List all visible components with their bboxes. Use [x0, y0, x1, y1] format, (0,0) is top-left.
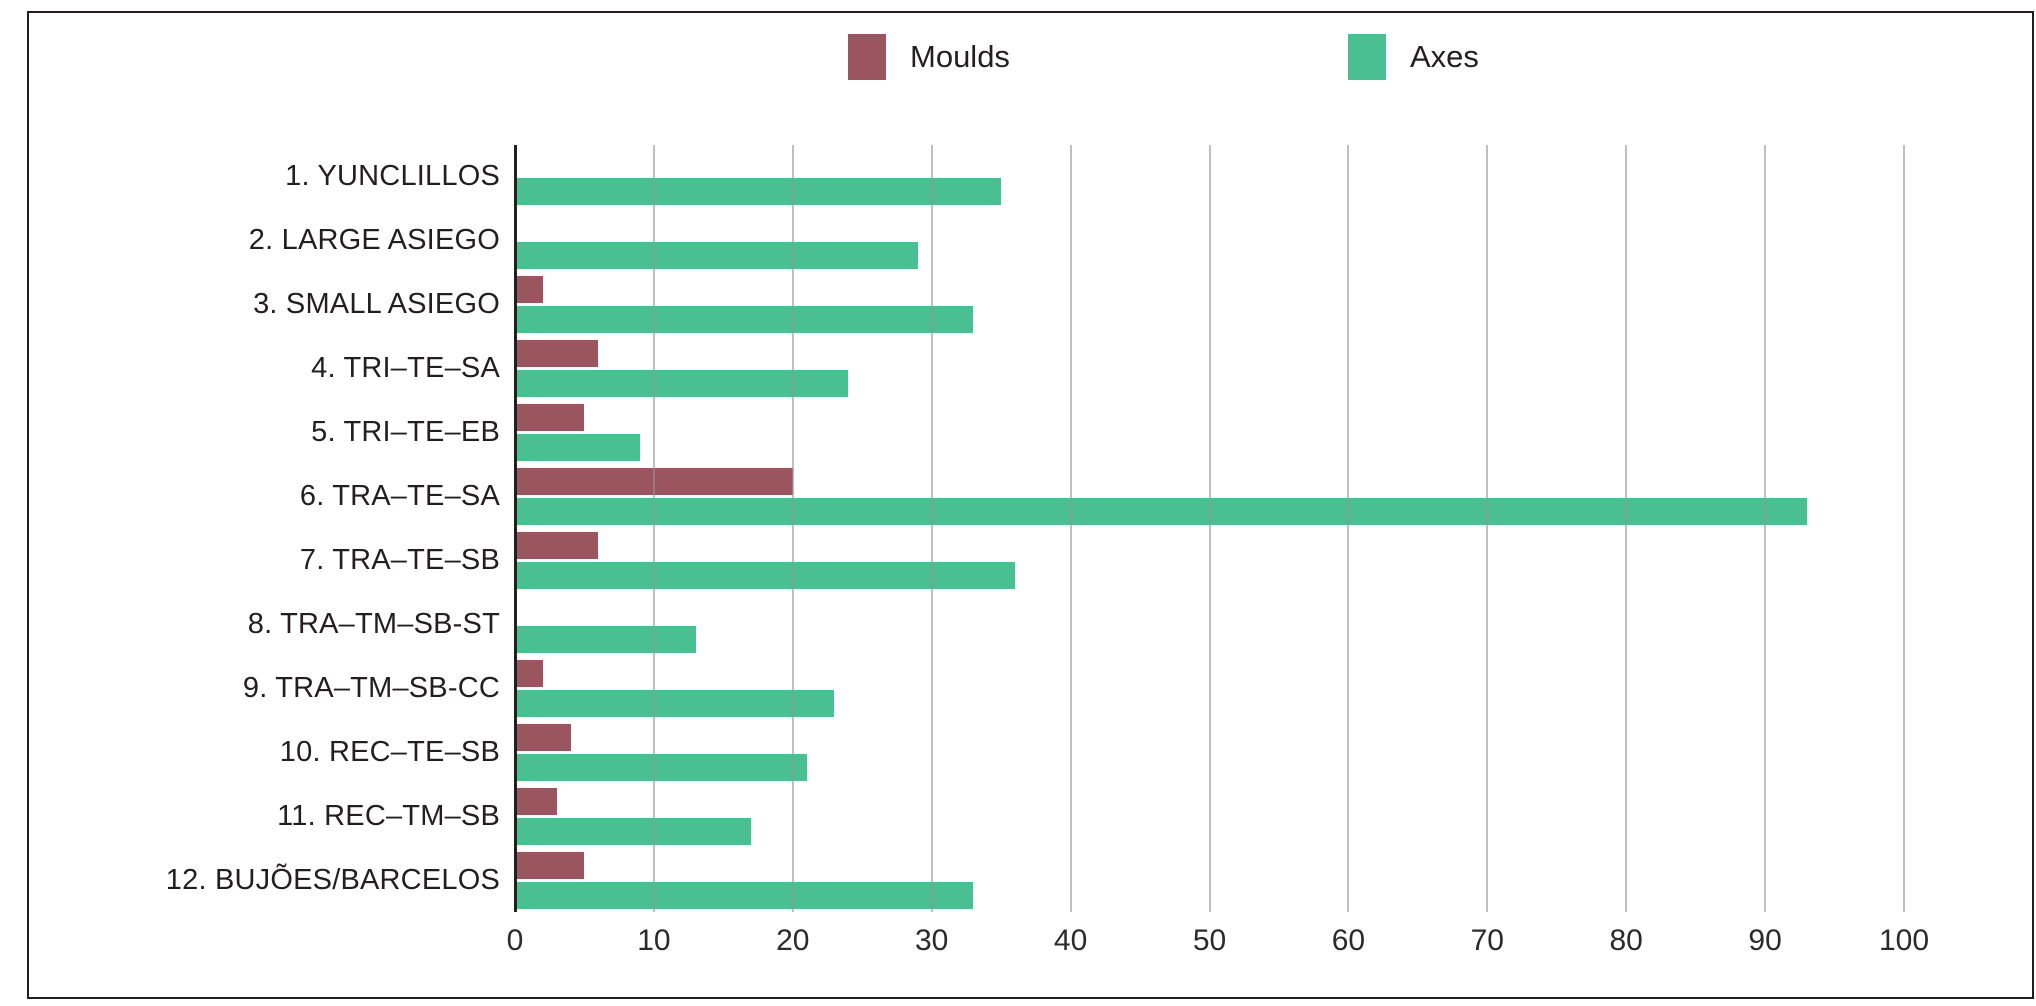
- bar-group: [515, 656, 1904, 720]
- bar-group: [515, 273, 1904, 337]
- x-tick-label: 50: [1192, 924, 1227, 957]
- legend-label-axes: Axes: [1410, 39, 1479, 74]
- axes-bar: [515, 178, 1002, 206]
- axes-bar: [515, 242, 918, 270]
- moulds-bar: [515, 787, 557, 815]
- axes-bar: [515, 753, 807, 781]
- category-label: 8. TRA–TM–SB-ST: [247, 607, 500, 640]
- x-tick-label: 60: [1331, 924, 1366, 957]
- chart-row: 4. TRI–TE–SA: [50, 337, 1904, 401]
- x-tick-label: 20: [776, 924, 810, 957]
- bar-group: [515, 337, 1904, 401]
- moulds-swatch-icon: [848, 34, 886, 80]
- bar-group: [515, 465, 1904, 529]
- bar-group: [515, 401, 1904, 465]
- category-label: 6. TRA–TE–SA: [299, 480, 500, 513]
- chart-row: 3. SMALL ASIEGO: [50, 273, 1904, 337]
- x-tick-label: 40: [1053, 924, 1088, 957]
- bar-group: [515, 592, 1904, 656]
- legend-item-axes: Axes: [1348, 34, 1479, 80]
- axes-bar: [515, 498, 1807, 526]
- axes-bar: [515, 370, 849, 398]
- moulds-bar: [515, 340, 599, 368]
- category-label: 3. SMALL ASIEGO: [253, 288, 500, 321]
- x-axis-tick-labels: 0 10 20 30 40 50 60 70 80 90 100: [507, 924, 1929, 970]
- x-tick-label: 30: [915, 924, 949, 957]
- bar-group: [515, 145, 1904, 209]
- category-label: 2. LARGE ASIEGO: [248, 224, 500, 257]
- bar-group: [515, 784, 1904, 848]
- category-label: 12. BUJÕES/BARCELOS: [165, 863, 500, 896]
- category-label: 11. REC–TM–SB: [277, 799, 500, 832]
- axes-bar: [515, 817, 752, 845]
- moulds-bar: [515, 531, 599, 559]
- chart-row: 6. TRA–TE–SA: [50, 465, 1904, 529]
- category-label: 1. YUNCLILLOS: [285, 160, 500, 193]
- chart-row: 5. TRI–TE–EB: [50, 401, 1904, 465]
- category-label: 7. TRA–TE–SB: [299, 543, 500, 576]
- category-label: 4. TRI–TE–SA: [311, 352, 500, 385]
- chart-row: 11. REC–TM–SB: [50, 784, 1904, 848]
- moulds-bar: [515, 468, 793, 496]
- moulds-bar: [515, 276, 543, 304]
- chart-row: 12. BUJÕES/BARCELOS: [50, 848, 1904, 912]
- axes-bar: [515, 561, 1016, 589]
- chart-row: 8. TRA–TM–SB-ST: [50, 592, 1904, 656]
- axes-bar: [515, 306, 974, 334]
- axes-swatch-icon: [1348, 34, 1386, 80]
- bar-group: [515, 848, 1904, 912]
- x-tick-label: 100: [1878, 924, 1930, 957]
- x-tick-label: 70: [1470, 924, 1504, 957]
- x-tick-label: 0: [506, 924, 524, 957]
- axes-bar: [515, 625, 696, 653]
- chart-row: 9. TRA–TM–SB-CC: [50, 656, 1904, 720]
- category-label: 9. TRA–TM–SB-CC: [242, 671, 500, 704]
- axes-bar: [515, 689, 835, 717]
- bar-group: [515, 209, 1904, 273]
- chart-row: 2. LARGE ASIEGO: [50, 209, 1904, 273]
- chart-row: 1. YUNCLILLOS: [50, 145, 1904, 209]
- bar-group: [515, 529, 1904, 593]
- category-label: 10. REC–TE–SB: [279, 735, 500, 768]
- category-label: 5. TRI–TE–EB: [311, 416, 500, 449]
- x-tick-label: 90: [1748, 924, 1782, 957]
- axes-bar: [515, 434, 640, 462]
- chart-row: 7. TRA–TE–SB: [50, 529, 1904, 593]
- axes-bar: [515, 881, 974, 909]
- legend-label-moulds: Moulds: [910, 39, 1010, 74]
- moulds-bar: [515, 723, 571, 751]
- legend-item-moulds: Moulds: [848, 34, 1010, 80]
- x-tick-label: 80: [1609, 924, 1643, 957]
- moulds-bar: [515, 851, 585, 879]
- bar-group: [515, 720, 1904, 784]
- chart-row: 10. REC–TE–SB: [50, 720, 1904, 784]
- x-tick-label: 10: [637, 924, 671, 957]
- bar-rows: 1. YUNCLILLOS 2. LARGE ASIEGO 3. SMALL ASI…: [50, 145, 1904, 912]
- moulds-bar: [515, 659, 543, 687]
- moulds-bar: [515, 404, 585, 432]
